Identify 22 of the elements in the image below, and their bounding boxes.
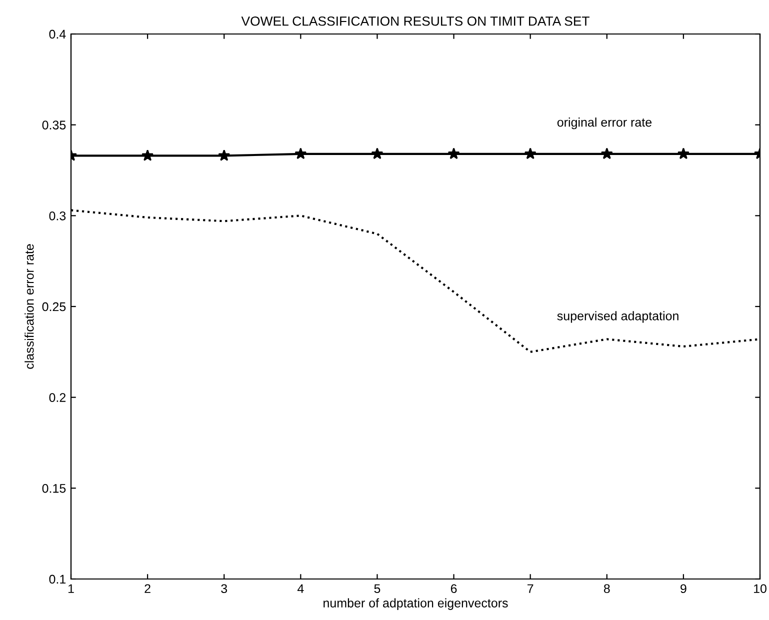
y-tick-label: 0.25 bbox=[42, 302, 66, 312]
x-tick-label: 7 bbox=[528, 584, 534, 593]
y-tick-label: 0.2 bbox=[49, 393, 66, 402]
series-label: supervised adaptation bbox=[557, 311, 678, 323]
y-tick-label: 0.35 bbox=[42, 120, 66, 130]
x-tick-label: 1 bbox=[68, 584, 74, 593]
y-tick-label: 0.15 bbox=[42, 484, 66, 493]
x-tick-label: 9 bbox=[680, 584, 686, 594]
x-axis-title: number of adptation eigenvectors bbox=[324, 598, 508, 610]
y-tick-label: 0.1 bbox=[49, 574, 66, 584]
x-tick-label: 2 bbox=[144, 584, 150, 593]
x-tick-label: 6 bbox=[450, 584, 457, 594]
x-tick-label: 8 bbox=[604, 584, 610, 594]
x-tick-label: 4 bbox=[297, 584, 304, 593]
x-tick-label: 10 bbox=[754, 584, 766, 594]
chart-title: VOWEL CLASSIFICATION RESULTS ON TIMIT DATA SET bbox=[241, 16, 590, 26]
y-axis-title: classification error rate bbox=[24, 244, 34, 369]
x-tick-label: 3 bbox=[221, 584, 228, 594]
x-tick-label: 5 bbox=[374, 584, 380, 594]
y-tick-label: 0.4 bbox=[49, 30, 66, 39]
y-tick-label: 0.3 bbox=[49, 211, 66, 220]
series-label: original error rate bbox=[557, 118, 652, 130]
